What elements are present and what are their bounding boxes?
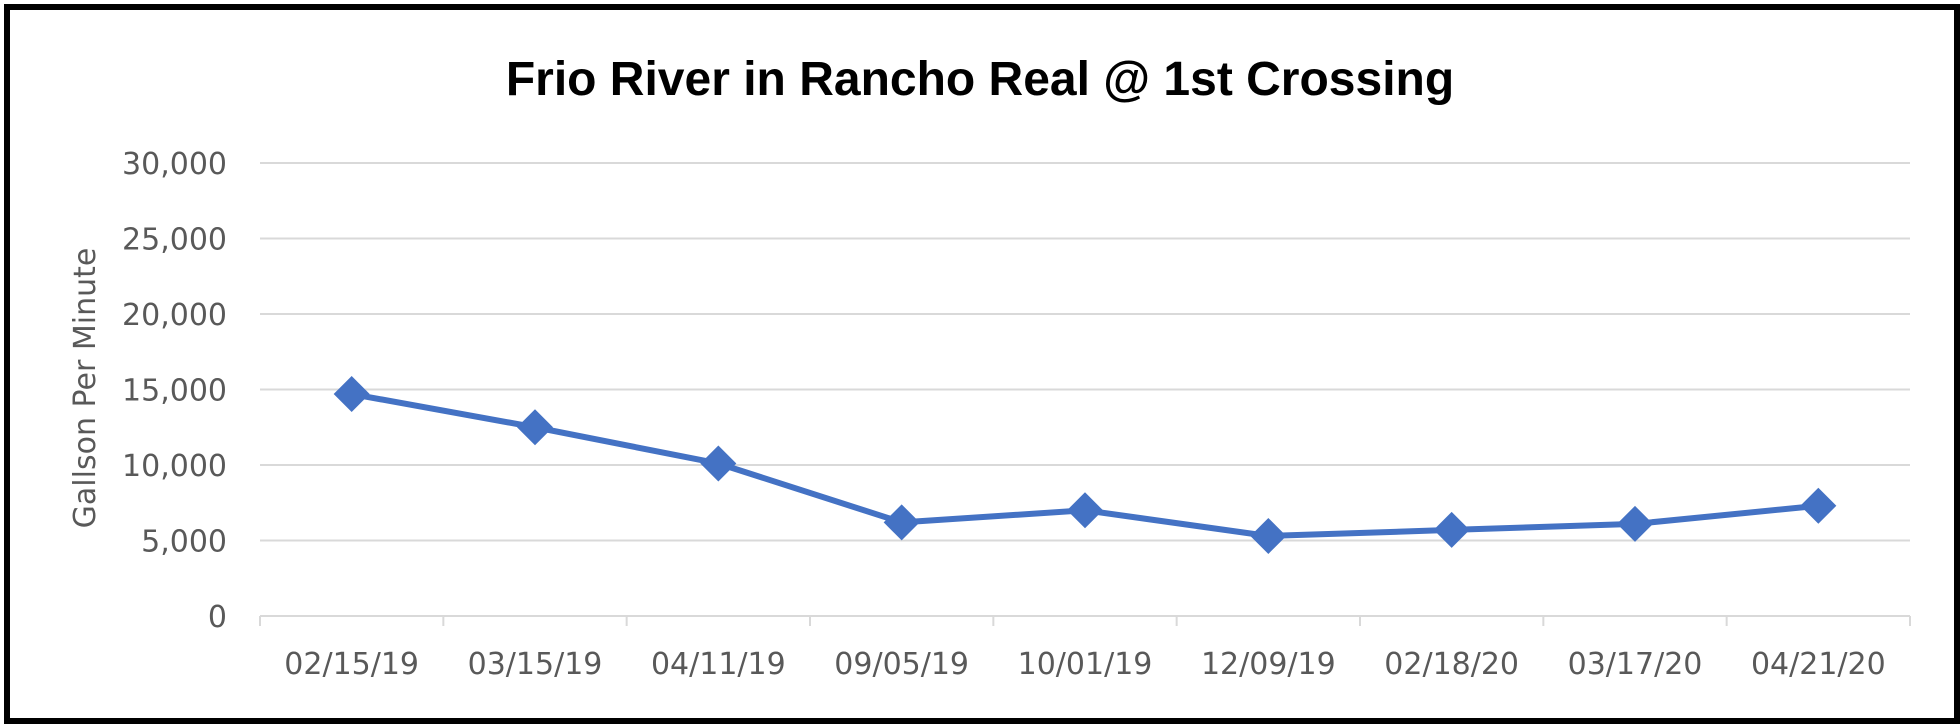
x-tick-label: 10/01/19	[1018, 647, 1153, 682]
x-tick-label: 04/21/20	[1751, 647, 1886, 682]
x-tick-label: 03/17/20	[1568, 647, 1703, 682]
y-axis-title: Gallson Per Minute	[68, 248, 103, 529]
data-point-marker	[1617, 505, 1653, 542]
y-tick-label: 20,000	[122, 298, 227, 333]
data-point-marker	[1433, 511, 1470, 548]
x-tick-label: 09/05/19	[834, 647, 969, 682]
data-point-marker	[333, 376, 370, 413]
gridlines	[260, 162, 1910, 542]
y-tick-label: 0	[208, 600, 227, 635]
chart-title: Frio River in Rancho Real @ 1st Crossing	[506, 53, 1454, 106]
x-tick-label: 02/15/19	[284, 647, 419, 682]
data-point-marker	[1250, 517, 1287, 554]
x-axis-tick-labels: 02/15/19 03/15/19 04/11/19 09/05/19 10/01/19…	[284, 647, 1885, 682]
x-tick-label: 02/18/20	[1384, 647, 1519, 682]
data-point-marker	[883, 504, 920, 541]
data-point-marker	[1800, 487, 1837, 524]
y-tick-label: 15,000	[122, 374, 227, 409]
x-axis	[259, 615, 1911, 626]
y-tick-label: 25,000	[122, 223, 227, 258]
data-point-marker	[1067, 492, 1103, 529]
data-point-marker	[700, 445, 737, 482]
y-tick-label: 5,000	[141, 525, 227, 560]
x-tick-label: 04/11/19	[651, 647, 786, 682]
x-tick-label: 03/15/19	[468, 647, 603, 682]
series-layer	[333, 376, 1837, 554]
data-point-marker	[517, 409, 553, 446]
y-tick-label: 10,000	[122, 449, 227, 484]
y-tick-label: 30,000	[122, 147, 227, 182]
y-axis-tick-labels: 0 5,000 10,000 15,000 20,000 25,000 30,000	[122, 147, 227, 635]
x-tick-label: 12/09/19	[1201, 647, 1336, 682]
chart-frame	[4, 4, 1960, 724]
